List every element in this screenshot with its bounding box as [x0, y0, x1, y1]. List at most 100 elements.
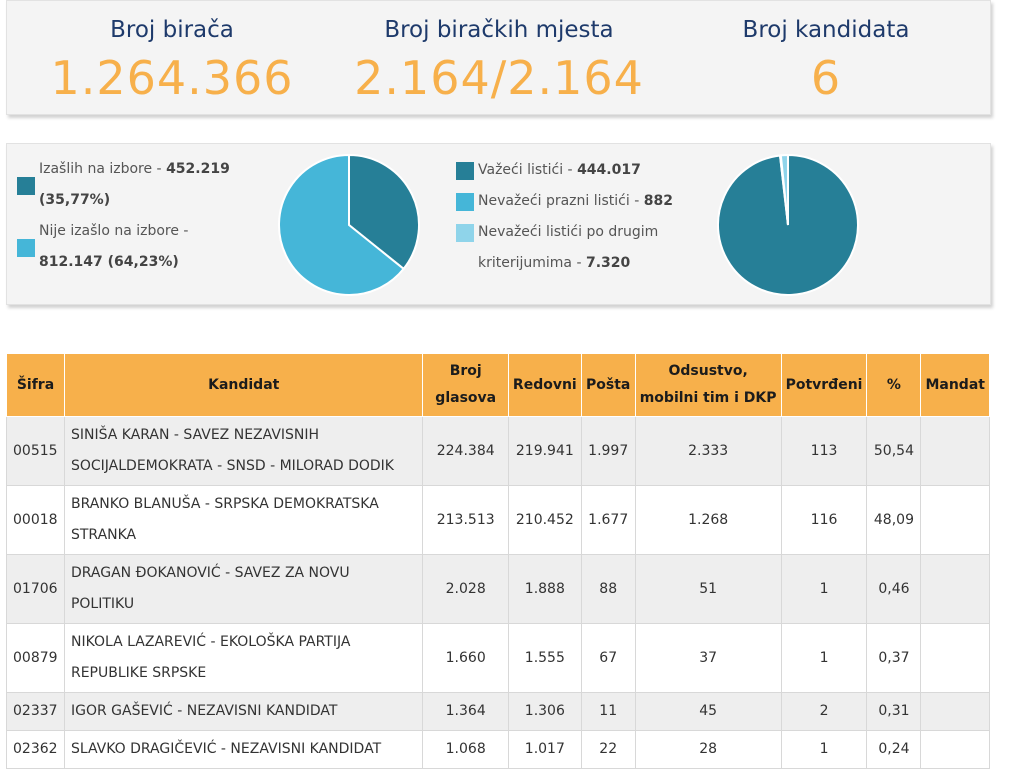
legend-percent: (35,77%) [39, 192, 111, 208]
legend-value: 7.320 [585, 255, 631, 271]
cell-post: 1.677 [580, 485, 636, 555]
legend-valid-ballots: Važeći listići - 444.017 [456, 155, 696, 186]
col-header-votes: Broj glasova [422, 353, 509, 417]
cell-regular: 219.941 [507, 416, 582, 486]
legend-turnout-not-voted: Nije izašlo na izbore - 812.147 (64,23%) [17, 216, 257, 278]
cell-mandate [920, 416, 990, 486]
cell-candidate: IGOR GAŠEVIĆ - NEZAVISNI KANDIDAT [63, 692, 424, 731]
legend-value: 452.219 [166, 161, 230, 177]
cell-percent: 0,24 [866, 730, 922, 769]
cell-candidate: BRANKO BLANUŠA - SRPSKA DEMOKRATSKA STRAN… [63, 485, 424, 555]
col-header-absentee: Odsustvo, mobilni tim i DKP [634, 353, 782, 417]
cell-regular: 1.888 [507, 554, 582, 624]
cell-candidate-line1: BRANKO BLANUŠA - SRPSKA DEMOKRATSKA [70, 496, 379, 512]
cell-post: 88 [580, 554, 636, 624]
cell-candidate: SINIŠA KARAN - SAVEZ NEZAVISNIH SOCIJALDE… [63, 416, 424, 486]
cell-absentee: 28 [634, 730, 782, 769]
cell-code: 00018 [6, 485, 65, 555]
cell-mandate [920, 485, 990, 555]
cell-regular: 1.017 [507, 730, 582, 769]
table-row: 00018 BRANKO BLANUŠA - SRPSKA DEMOKRATSK… [6, 485, 990, 555]
cell-post: 67 [580, 623, 636, 693]
col-header-code: Šifra [6, 353, 65, 417]
cell-votes: 224.384 [422, 416, 509, 486]
cell-candidate-line2: REPUBLIKE SRPSKE [70, 665, 207, 681]
cell-votes: 213.513 [422, 485, 509, 555]
legend-swatch [456, 193, 474, 211]
table-row: 01706 DRAGAN ĐOKANOVIĆ - SAVEZ ZA NOVU PO… [6, 554, 990, 624]
cell-confirmed: 113 [780, 416, 868, 486]
cell-absentee: 51 [634, 554, 782, 624]
candidates-label: Broj kandidata [742, 17, 910, 43]
candidates-stat: Broj kandidata 6 [661, 1, 991, 105]
table-row: 00515 SINIŠA KARAN - SAVEZ NEZAVISNIH SOC… [6, 416, 990, 486]
table-header-row: Šifra Kandidat Broj glasova Redovni Pošta… [6, 353, 990, 417]
col-header-post: Pošta [580, 353, 636, 417]
col-header-absentee-line1: Odsustvo, [668, 363, 748, 379]
cell-post: 11 [580, 692, 636, 731]
cell-absentee: 45 [634, 692, 782, 731]
cell-mandate [920, 730, 990, 769]
cell-code: 00515 [6, 416, 65, 486]
polling-stations-label: Broj biračkih mjesta [384, 17, 614, 43]
legend-value: 882 [643, 193, 673, 209]
legend-swatch [17, 177, 35, 195]
cell-regular: 210.452 [507, 485, 582, 555]
summary-stats-panel: Broj birača 1.264.366 Broj biračkih mjes… [6, 0, 991, 115]
legend-label: Nije izašlo na izbore - [39, 223, 189, 239]
legend-label: Važeći listići - [478, 162, 578, 178]
legend-value: 812.147 (64,23%) [39, 254, 179, 270]
cell-confirmed: 1 [780, 554, 868, 624]
col-header-mandate: Mandat [920, 353, 990, 417]
legend-turnout-voted: Izašlih na izbore - 452.219 (35,77%) [17, 154, 257, 216]
cell-candidate-line2: POLITIKU [70, 596, 135, 612]
cell-mandate [920, 623, 990, 693]
ballots-legend: Važeći listići - 444.017 Nevažeći prazni… [456, 155, 696, 279]
cell-code: 01706 [6, 554, 65, 624]
voters-value: 1.264.366 [50, 51, 294, 105]
legend-label: Izašlih na izbore - [39, 161, 167, 177]
turnout-pie-slice-0 [348, 154, 420, 271]
cell-candidate-line2: SOCIJALDEMOKRATA - SNSD - MILORAD DODIK [70, 458, 394, 474]
cell-votes: 1.068 [422, 730, 509, 769]
cell-absentee: 1.268 [634, 485, 782, 555]
cell-candidate: DRAGAN ĐOKANOVIĆ - SAVEZ ZA NOVU POLITIKU [63, 554, 424, 624]
candidates-value: 6 [810, 51, 842, 105]
cell-candidate-line1: DRAGAN ĐOKANOVIĆ - SAVEZ ZA NOVU [70, 565, 350, 581]
cell-confirmed: 2 [780, 692, 868, 731]
turnout-ballots-panel: Izašlih na izbore - 452.219 (35,77%) Nij… [6, 143, 991, 305]
table-row: 02362 SLAVKO DRAGIČEVIĆ - NEZAVISNI KAND… [6, 730, 990, 769]
cell-regular: 1.555 [507, 623, 582, 693]
cell-votes: 1.364 [422, 692, 509, 731]
results-table: Šifra Kandidat Broj glasova Redovni Pošta… [6, 353, 990, 769]
cell-mandate [920, 554, 990, 624]
cell-percent: 48,09 [866, 485, 922, 555]
cell-regular: 1.306 [507, 692, 582, 731]
cell-mandate [920, 692, 990, 731]
table-row: 02337 IGOR GAŠEVIĆ - NEZAVISNI KANDIDAT … [6, 692, 990, 731]
legend-other-invalid-ballots: Nevažeći listići po drugim kriterijumima… [456, 217, 696, 279]
table-row: 00879 NIKOLA LAZAREVIĆ - EKOLOŠKA PARTIJ… [6, 623, 990, 693]
cell-percent: 0,37 [866, 623, 922, 693]
col-header-regular: Redovni [507, 353, 582, 417]
voters-label: Broj birača [110, 17, 234, 43]
cell-votes: 1.660 [422, 623, 509, 693]
col-header-candidate: Kandidat [63, 353, 424, 417]
col-header-votes-line2: glasova [435, 390, 497, 406]
col-header-confirmed: Potvrđeni [780, 353, 868, 417]
cell-percent: 0,46 [866, 554, 922, 624]
cell-confirmed: 1 [780, 730, 868, 769]
col-header-votes-line1: Broj [449, 363, 482, 379]
col-header-absentee-line2: mobilni tim i DKP [639, 390, 777, 406]
cell-code: 00879 [6, 623, 65, 693]
cell-absentee: 37 [634, 623, 782, 693]
legend-blank-ballots: Nevažeći prazni listići - 882 [456, 186, 696, 217]
cell-confirmed: 116 [780, 485, 868, 555]
turnout-legend: Izašlih na izbore - 452.219 (35,77%) Nij… [17, 154, 257, 278]
cell-post: 22 [580, 730, 636, 769]
col-header-percent: % [866, 353, 922, 417]
turnout-pie-slice-1 [278, 154, 405, 296]
cell-post: 1.997 [580, 416, 636, 486]
cell-code: 02362 [6, 730, 65, 769]
cell-candidate-line2: STRANKA [70, 527, 137, 543]
